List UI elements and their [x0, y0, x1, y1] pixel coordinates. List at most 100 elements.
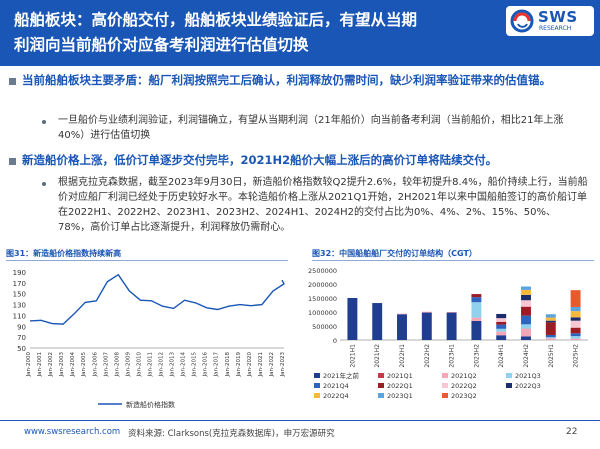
y-tick-label: 2000000: [308, 281, 337, 289]
x-tick-label: Jan-2011: [147, 352, 153, 377]
legend-swatch: [506, 383, 512, 388]
x-tick-label: Jan-2013: [170, 352, 176, 378]
x-tick-label: Jan-2006: [92, 352, 98, 378]
legend-label: 2023Q2: [451, 392, 477, 400]
bar-segment: [397, 313, 407, 315]
x-tick-label: 2021H2: [374, 344, 381, 368]
chart-31-line-chart: 50 70 90 110 130 150 170 190 Jan-2000 Jan-2001 Jan…: [13, 269, 286, 409]
y-tick-label: 1000000: [308, 309, 337, 317]
y-tick-label: 150: [13, 291, 26, 299]
bar-segment: [545, 317, 556, 321]
bar-segment: [521, 324, 531, 329]
x-tick-label: Jan-2022: [269, 352, 275, 377]
x-tick-label: Jan-2007: [103, 352, 109, 378]
bar-segment: [570, 327, 581, 334]
chart-32-title: 图32：中国船舶船厂交付的订单结构（CGT）: [312, 249, 477, 258]
x-tick-label: Jan-2005: [81, 352, 87, 378]
bar-segment: [570, 320, 581, 328]
footer-url-link[interactable]: www.swsresearch.com: [24, 427, 121, 437]
series-line-price-index: [29, 273, 285, 325]
sub-bullet-dot-icon: [42, 182, 46, 186]
bar-segment: [446, 312, 457, 340]
legend-swatch: [442, 373, 448, 378]
legend-label: 2022Q2: [451, 382, 477, 390]
bar-segment: [545, 320, 556, 323]
y-tick-label: 1500000: [308, 295, 337, 303]
bar-segment: [471, 317, 482, 321]
legend-label: 2021年之前: [323, 371, 360, 380]
legend-label: 2022Q3: [515, 382, 541, 390]
bar-segment: [421, 312, 432, 340]
y-tick-label: 130: [13, 302, 26, 310]
x-tick-label: Jan-2010: [136, 352, 142, 378]
y-tick-label: 70: [17, 334, 26, 342]
footer-rule: [0, 420, 600, 421]
x-tick-label: Jan-2016: [203, 352, 209, 378]
bar-segment: [521, 306, 531, 316]
bar-segment: [372, 303, 383, 340]
bullet-2-sub-text: 根据克拉克森数据，截至2023年9月30日，新造船价格指数较Q2提升2.6%，较…: [58, 177, 588, 233]
x-tick-label: 2022H1: [399, 344, 406, 368]
bar-segment: [521, 336, 531, 340]
x-tick-label: Jan-2002: [48, 352, 54, 377]
bullet-square-icon: [9, 158, 16, 165]
page-number: 22: [566, 427, 578, 437]
x-tick-label: 2025H2: [573, 344, 580, 368]
legend-label: 2021Q2: [451, 372, 477, 380]
x-tick-label: 2024H1: [498, 344, 505, 368]
bar-segment: [545, 314, 556, 318]
logo-subtitle: RESEARCH: [539, 25, 572, 32]
legend-swatch: [314, 373, 320, 378]
chart-32-stacked-bar-chart: 0 500000 1000000 1500000 2000000 2500000 2021H…: [308, 267, 588, 400]
chart-32-title-rule: [312, 260, 594, 261]
y-tick-label: 170: [13, 280, 26, 288]
bar-segment: [521, 315, 531, 325]
y-tick-label: 0: [333, 337, 337, 345]
x-tick-label: 2025H1: [548, 344, 555, 368]
bar-segment: [545, 337, 556, 339]
title-bar: 船舶板块：高价船交付，船舶板块业绩验证后，有望从当期 利润向当前船价对应备考利润…: [0, 0, 600, 66]
y-tick-label: 90: [17, 323, 26, 331]
sws-logo-mark-icon: [510, 9, 534, 33]
x-tick-label: Jan-2014: [181, 352, 187, 378]
x-tick-label: 2021H1: [349, 344, 356, 368]
x-tick-label: Jan-2021: [258, 352, 264, 377]
sws-logo: SWS RESEARCH: [506, 6, 594, 36]
x-tick-label: Jan-2004: [70, 352, 76, 378]
bar-segment: [521, 294, 531, 301]
bar-segment: [471, 302, 482, 318]
bar-segment: [570, 338, 581, 340]
bar-segment: [570, 306, 581, 312]
legend-label: 2021Q1: [387, 372, 413, 380]
legend-swatch: [378, 373, 384, 378]
legend-label: 2021Q3: [515, 372, 541, 380]
bar-segment: [421, 311, 432, 313]
bar-segment: [545, 338, 556, 340]
legend-swatch: [442, 383, 448, 388]
x-tick-label: Jan-2018: [225, 352, 231, 378]
chart-31-title-rule: [6, 260, 288, 261]
legend-label: 2022Q1: [387, 382, 413, 390]
bar-segment: [347, 298, 358, 340]
bar-segment: [570, 336, 581, 339]
bar-segment: [521, 289, 531, 295]
bar-segment: [496, 335, 507, 340]
x-tick-label: Jan-2001: [37, 352, 43, 377]
bar-segment: [496, 328, 507, 332]
bar-segment: [570, 317, 581, 321]
x-tick-label: Jan-2012: [159, 352, 165, 377]
bar-segment: [570, 311, 581, 318]
x-tick-label: 2022H2: [424, 344, 431, 368]
bar-segment: [397, 314, 407, 340]
bar-segment: [545, 322, 556, 335]
bar-segment: [496, 321, 507, 325]
bar-segment: [570, 333, 581, 337]
bar-segment: [570, 290, 581, 307]
x-tick-label: 2023H1: [449, 344, 456, 368]
bullet-2-text: 新造船价格上涨，低价订单逐步交付完毕，2021H2船价大幅上涨后的高价订单将陆续…: [22, 153, 498, 167]
y-tick-label: 50: [17, 345, 26, 353]
bar-segment: [446, 312, 457, 313]
bullet-1-text: 当前船舶板块主要矛盾：船厂利润按照完工后确认，利润释放仍需时间，缺少利润率验证带…: [22, 73, 551, 87]
logo-name: SWS: [538, 8, 578, 26]
x-tick-label: 2023H2: [473, 344, 480, 368]
